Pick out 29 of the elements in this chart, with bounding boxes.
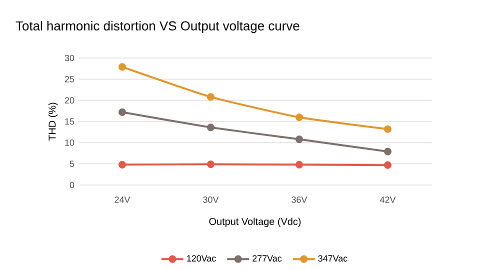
chart-title: Total harmonic distortion VS Output voltage curve: [16, 20, 300, 34]
y-tick-label: 25: [64, 76, 74, 82]
x-tick-label: 36V: [292, 196, 308, 203]
y-tick-label: 10: [65, 139, 74, 146]
y-tick-label: 15: [65, 118, 74, 125]
point: [118, 160, 126, 168]
point: [118, 108, 126, 116]
point: [206, 160, 215, 168]
point: [206, 124, 215, 132]
point: [384, 125, 392, 133]
point: [384, 161, 392, 169]
point: [118, 63, 126, 71]
point: [206, 93, 215, 101]
y-axis-title: THD (%): [48, 102, 58, 141]
y-tick-label: 30: [64, 54, 74, 62]
legend-label: 347Vac: [318, 255, 348, 262]
y-tick-label: 0: [70, 182, 74, 188]
legend-label: 120Vac: [187, 255, 216, 262]
y-tick-label: 5: [70, 160, 74, 167]
x-axis-title: Output Voltage (Vdc): [209, 218, 301, 227]
x-tick-label: 42V: [380, 196, 396, 203]
point: [295, 113, 304, 122]
legend-label: 277Vac: [252, 255, 282, 262]
x-tick-label: 30V: [203, 196, 219, 203]
y-tick-label: 20: [64, 97, 74, 104]
point: [384, 148, 392, 156]
x-tick-label: 24V: [114, 196, 130, 203]
point: [295, 160, 304, 168]
point: [295, 135, 304, 144]
